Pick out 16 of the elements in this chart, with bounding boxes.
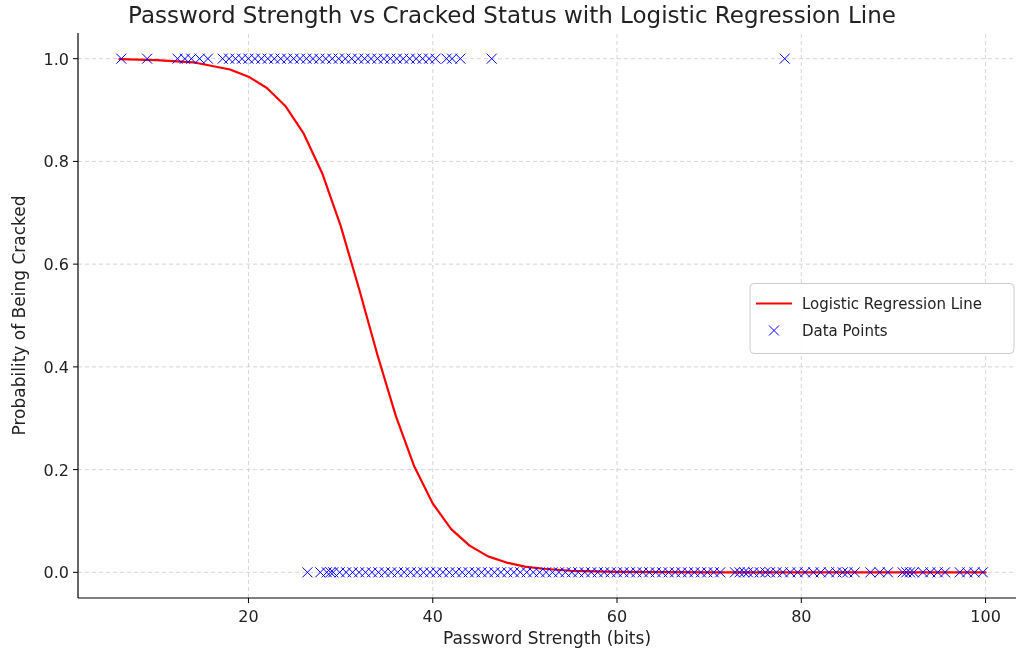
y-tick-label: 0.0 xyxy=(43,563,69,583)
legend-label: Logistic Regression Line xyxy=(802,294,982,313)
x-axis-title: Password Strength (bits) xyxy=(442,628,652,648)
y-axis-title: Probability of Being Cracked xyxy=(9,195,29,436)
x-tick-label: 100 xyxy=(970,607,1001,626)
x-tick-label: 40 xyxy=(422,607,443,626)
x-tick-label: 80 xyxy=(791,607,812,626)
x-tick-label: 60 xyxy=(606,607,628,626)
chart-title: Password Strength vs Cracked Status with Logistic Regression Line xyxy=(128,2,896,28)
y-tick-label: 1.0 xyxy=(43,49,69,69)
y-tick-label: 0.8 xyxy=(43,152,69,172)
x-tick-label: 20 xyxy=(238,607,259,626)
y-tick-label: 0.4 xyxy=(43,357,69,377)
y-tick-label: 0.6 xyxy=(43,255,69,275)
y-tick-label: 0.2 xyxy=(43,460,69,480)
legend-label: Data Points xyxy=(802,321,888,340)
